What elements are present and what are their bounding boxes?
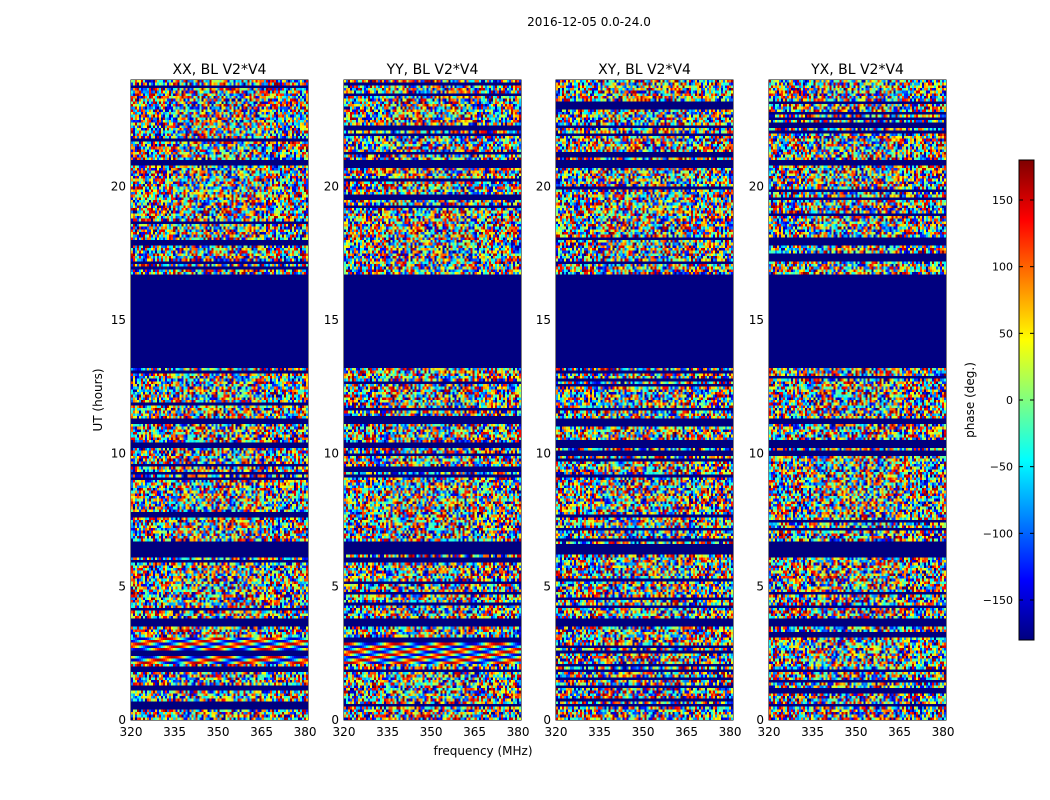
colorbar-tick-label: 0 [1006,394,1013,407]
x-tick-label: 350 [207,725,230,739]
panel-title: XY, BL V2*V4 [598,62,691,78]
x-tick-label: 320 [758,725,781,739]
x-tick-label: 380 [294,725,317,739]
y-tick-label: 0 [118,713,126,727]
colorbar-tick-label: −50 [990,461,1013,474]
y-tick-label: 10 [749,446,764,460]
colorbar-tick-label: 150 [992,194,1013,207]
panel-title: YX, BL V2*V4 [810,62,904,78]
x-tick-label: 365 [463,725,486,739]
y-tick-label: 0 [756,713,764,727]
x-tick-label: 350 [845,725,868,739]
y-tick-label: 5 [543,580,551,594]
heatmap-xx [131,80,308,720]
x-tick-label: 335 [376,725,399,739]
y-tick-label: 20 [749,180,764,194]
x-tick-label: 320 [333,725,356,739]
heatmap-yy [344,80,521,720]
x-tick-label: 350 [420,725,443,739]
x-axis-label: frequency (MHz) [433,744,532,758]
x-tick-label: 365 [250,725,273,739]
colorbar-tick-label: 100 [992,261,1013,274]
y-tick-label: 15 [111,313,126,327]
y-tick-label: 10 [536,446,551,460]
panel-xx: XX, BL V2*V4 320 335 350 365 380 0 5 10 15 20 [111,62,317,739]
panel-title: YY, BL V2*V4 [386,62,479,78]
y-tick-label: 0 [543,713,551,727]
x-tick-label: 320 [120,725,143,739]
colorbar-tick-label: −150 [983,594,1013,607]
panel-xy: XY, BL V2*V4 320 335 350 365 380 0 5 10 15 20 [536,62,742,739]
x-tick-label: 350 [632,725,655,739]
y-tick-label: 15 [749,313,764,327]
y-tick-label: 20 [111,180,126,194]
figure-suptitle: 2016-12-05 0.0-24.0 [527,15,651,29]
y-tick-label: 5 [756,580,764,594]
colorbar-tick-label: 50 [999,327,1013,340]
colorbar-ticks: 150 100 50 0 −50 −100 −150 [983,194,1034,607]
y-axis-label: UT (hours) [91,368,105,431]
y-tick-label: 10 [324,446,339,460]
colorbar-label: phase (deg.) [963,362,977,438]
colorbar-tick-label: −100 [983,527,1013,540]
x-tick-label: 365 [888,725,911,739]
x-tick-label: 335 [588,725,611,739]
y-tick-label: 5 [331,580,339,594]
heatmap-yx [769,80,946,720]
panel-title: XX, BL V2*V4 [173,62,267,78]
x-tick-label: 380 [719,725,742,739]
x-tick-label: 365 [675,725,698,739]
x-tick-label: 380 [932,725,955,739]
y-tick-label: 0 [331,713,339,727]
y-tick-label: 15 [324,313,339,327]
y-tick-label: 10 [111,446,126,460]
y-tick-label: 20 [536,180,551,194]
y-tick-label: 15 [536,313,551,327]
x-tick-label: 320 [545,725,568,739]
colorbar: 150 100 50 0 −50 −100 −150 phase (deg.) [963,159,1035,641]
y-tick-label: 20 [324,180,339,194]
x-tick-label: 335 [801,725,824,739]
y-tick-label: 5 [118,580,126,594]
x-tick-label: 380 [507,725,530,739]
heatmap-xy [556,80,733,720]
x-tick-label: 335 [163,725,186,739]
